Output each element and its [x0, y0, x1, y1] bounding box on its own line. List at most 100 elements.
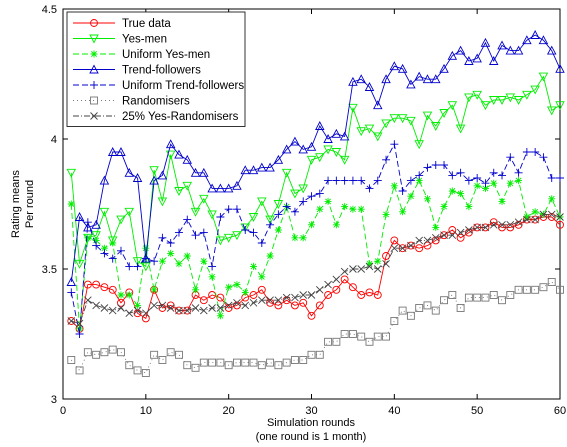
- data-point: [373, 132, 383, 142]
- data-point: [514, 218, 523, 227]
- data-point: [556, 220, 564, 229]
- data-point: [448, 231, 457, 240]
- data-point: [415, 304, 424, 312]
- y-tick-label: 3.5: [42, 264, 57, 276]
- data-point: [224, 301, 233, 310]
- legend-marker: [90, 19, 98, 27]
- data-point: [157, 197, 168, 207]
- data-point: [266, 220, 275, 229]
- data-point: [514, 285, 523, 294]
- data-point: [439, 63, 449, 73]
- data-point: [397, 114, 408, 124]
- data-point: [190, 167, 201, 177]
- data-point: [190, 207, 201, 217]
- data-point: [125, 291, 133, 299]
- data-point: [117, 304, 125, 312]
- legend-label: Randomisers: [122, 96, 190, 108]
- data-point: [332, 275, 341, 284]
- data-point: [157, 170, 168, 180]
- data-point: [92, 236, 100, 244]
- data-point: [373, 176, 382, 185]
- data-point: [556, 213, 564, 221]
- legend-marker: [89, 34, 99, 44]
- data-point: [423, 163, 432, 172]
- data-point: [340, 330, 349, 338]
- data-point: [456, 228, 465, 237]
- data-point: [125, 309, 134, 318]
- series-6: [67, 210, 564, 328]
- data-point: [150, 350, 159, 359]
- data-point: [407, 241, 415, 250]
- data-point: [91, 219, 101, 229]
- data-point: [423, 195, 431, 203]
- data-point: [513, 96, 524, 105]
- data-point: [465, 203, 473, 211]
- data-point: [506, 291, 515, 299]
- data-point: [440, 161, 449, 169]
- y-axis-label-line1: Rating means: [10, 170, 22, 238]
- data-point: [191, 231, 200, 240]
- data-point: [290, 136, 300, 146]
- data-point: [282, 202, 291, 211]
- data-point: [92, 280, 101, 289]
- data-point: [192, 286, 200, 294]
- data-point: [315, 285, 324, 294]
- data-point: [422, 111, 433, 121]
- data-point: [455, 124, 466, 134]
- data-point: [298, 144, 308, 154]
- data-point: [307, 291, 316, 299]
- data-point: [324, 291, 333, 299]
- data-point: [390, 182, 398, 190]
- data-point: [100, 348, 109, 357]
- data-point: [74, 212, 85, 221]
- data-point: [274, 301, 283, 310]
- data-point: [282, 293, 291, 302]
- data-point: [480, 37, 491, 47]
- legend-marker: [90, 96, 98, 105]
- data-point: [208, 358, 217, 367]
- data-point: [241, 301, 250, 310]
- data-point: [67, 200, 75, 208]
- legend-label: Uniform Yes-men: [122, 49, 210, 61]
- data-point: [473, 182, 481, 190]
- data-point: [406, 241, 415, 250]
- data-point: [548, 195, 556, 203]
- data-point: [431, 233, 440, 242]
- data-point: [66, 277, 77, 286]
- data-point: [464, 56, 474, 65]
- data-point: [167, 249, 175, 257]
- series-group: [66, 30, 565, 377]
- data-point: [290, 301, 299, 310]
- data-point: [505, 93, 516, 103]
- data-point: [498, 171, 507, 180]
- data-point: [150, 257, 159, 266]
- data-point: [199, 296, 208, 305]
- data-point: [488, 56, 499, 65]
- data-point: [165, 150, 176, 160]
- data-point: [183, 361, 192, 370]
- data-point: [481, 184, 489, 192]
- data-point: [199, 228, 208, 237]
- data-point: [141, 254, 150, 263]
- data-point: [166, 304, 175, 312]
- data-point: [364, 124, 375, 134]
- data-point: [332, 337, 341, 346]
- data-point: [290, 356, 299, 364]
- data-point: [175, 260, 183, 268]
- data-point: [67, 288, 76, 297]
- data-point: [398, 244, 407, 253]
- data-point: [299, 356, 308, 364]
- data-point: [216, 304, 225, 312]
- x-tick-label: 40: [388, 405, 400, 417]
- data-point: [100, 304, 109, 312]
- data-point: [522, 285, 531, 294]
- data-point: [447, 50, 458, 60]
- y-tick-label: 4.5: [42, 4, 57, 16]
- data-point: [215, 183, 226, 193]
- legend-label: Uniform Trend-followers: [122, 80, 244, 92]
- data-point: [439, 109, 449, 118]
- data-point: [133, 262, 142, 271]
- data-point: [266, 296, 274, 305]
- data-point: [489, 168, 498, 177]
